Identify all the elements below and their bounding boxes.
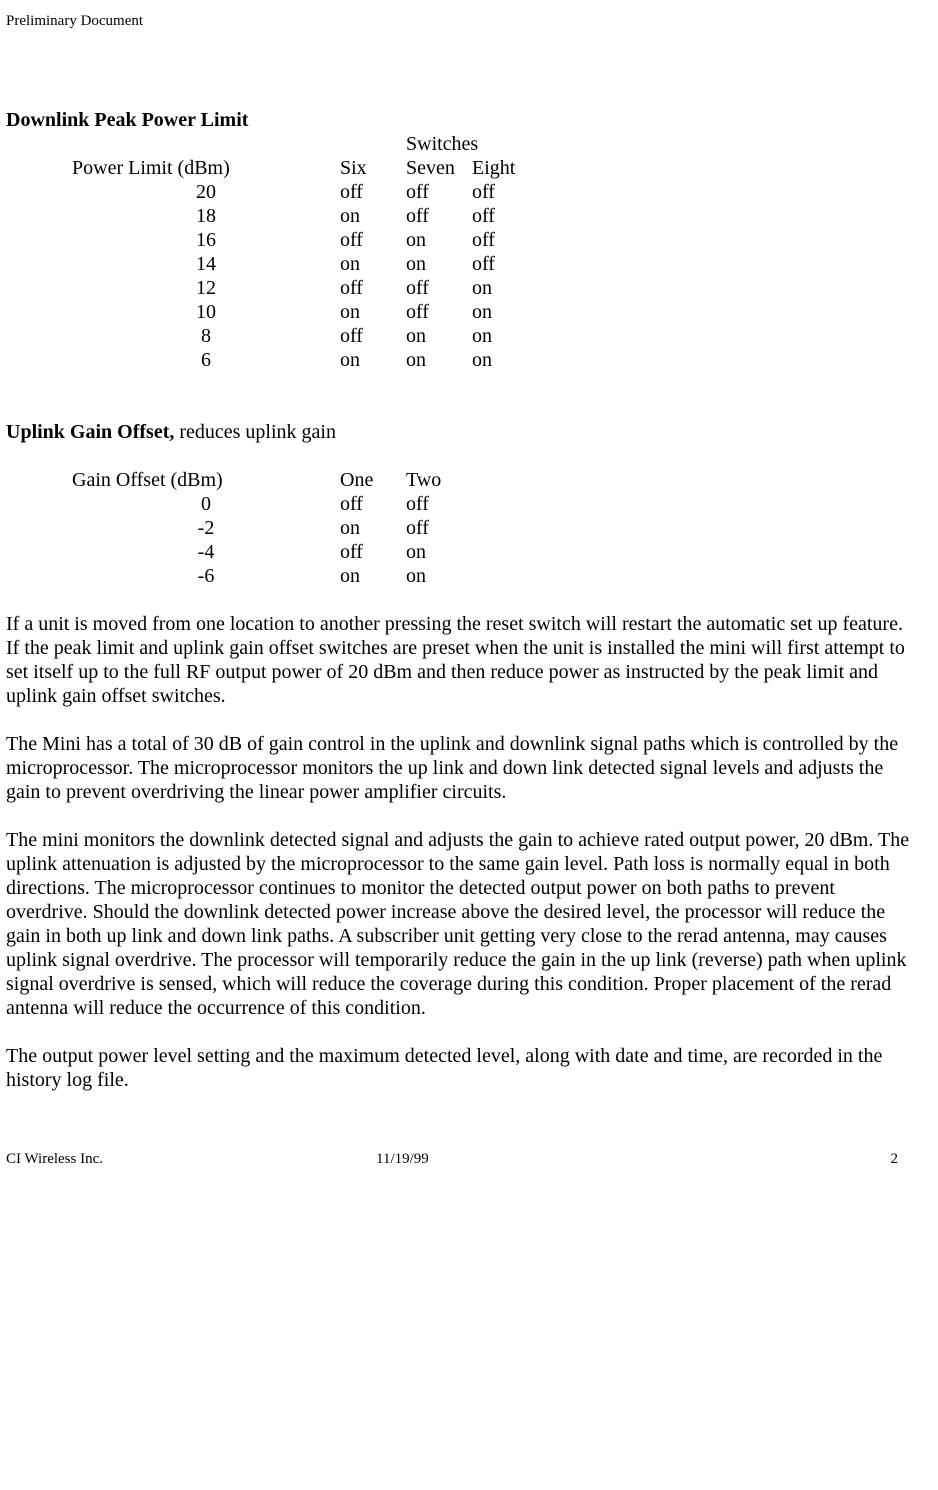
cell: on: [406, 348, 472, 372]
cell: 20: [72, 180, 340, 204]
table-row: 8offonon: [72, 324, 532, 348]
table-row: 0offoff: [72, 492, 472, 516]
col-six: Six: [340, 156, 406, 180]
section-uplink: Uplink Gain Offset, reduces uplink gain …: [6, 420, 928, 588]
col-seven: Seven: [406, 156, 472, 180]
table-row: 6ononon: [72, 348, 532, 372]
col-gain-offset: Gain Offset (dBm): [72, 468, 340, 492]
cell: on: [406, 228, 472, 252]
cell: on: [340, 252, 406, 276]
table-row: 14ononoff: [72, 252, 532, 276]
cell: off: [340, 324, 406, 348]
section-title: Uplink Gain Offset,: [6, 421, 174, 443]
footer-company: CI Wireless Inc.: [6, 1151, 103, 1167]
table-header: Gain Offset (dBm) One Two: [72, 468, 472, 492]
cell: on: [340, 564, 406, 588]
footer-date: 11/19/99: [376, 1150, 429, 1168]
cell: on: [406, 252, 472, 276]
cell: on: [472, 300, 532, 324]
cell: off: [406, 180, 472, 204]
cell: on: [340, 348, 406, 372]
cell: on: [340, 300, 406, 324]
table-row: 12offoffon: [72, 276, 532, 300]
cell: -4: [72, 540, 340, 564]
table-row: -2onoff: [72, 516, 472, 540]
section-title-rest: reduces uplink gain: [174, 421, 336, 443]
cell: off: [340, 492, 406, 516]
paragraph: If a unit is moved from one location to …: [6, 612, 918, 708]
col-eight: Eight: [472, 156, 532, 180]
cell: on: [406, 564, 472, 588]
cell: on: [472, 324, 532, 348]
cell: 18: [72, 204, 340, 228]
doc-footer: CI Wireless Inc. 11/19/99 2: [6, 1150, 928, 1168]
cell: off: [340, 276, 406, 300]
section-title: Downlink Peak Power Limit: [6, 109, 248, 131]
table-row: -4offon: [72, 540, 472, 564]
table-row: 20offoffoff: [72, 180, 532, 204]
col-power-limit: Power Limit (dBm): [72, 156, 340, 180]
cell: -2: [72, 516, 340, 540]
cell: 16: [72, 228, 340, 252]
cell: off: [406, 204, 472, 228]
table-row: -6onon: [72, 564, 472, 588]
cell: on: [472, 348, 532, 372]
cell: 10: [72, 300, 340, 324]
switches-label: Switches: [406, 133, 478, 155]
paragraph: The output power level setting and the m…: [6, 1044, 918, 1092]
table-row: 16offonoff: [72, 228, 532, 252]
col-two: Two: [406, 468, 472, 492]
cell: off: [340, 228, 406, 252]
cell: off: [472, 228, 532, 252]
cell: off: [406, 300, 472, 324]
doc-header: Preliminary Document: [6, 12, 928, 30]
cell: off: [406, 492, 472, 516]
cell: off: [472, 252, 532, 276]
cell: off: [406, 516, 472, 540]
uplink-table: Gain Offset (dBm) One Two 0offoff -2onof…: [72, 468, 472, 588]
paragraph: The Mini has a total of 30 dB of gain co…: [6, 732, 918, 804]
cell: on: [406, 540, 472, 564]
cell: off: [406, 276, 472, 300]
cell: on: [406, 324, 472, 348]
footer-page: 2: [891, 1150, 899, 1168]
cell: on: [340, 516, 406, 540]
cell: 14: [72, 252, 340, 276]
table-row: 18onoffoff: [72, 204, 532, 228]
cell: off: [472, 204, 532, 228]
cell: off: [472, 180, 532, 204]
cell: 8: [72, 324, 340, 348]
cell: off: [340, 180, 406, 204]
cell: off: [340, 540, 406, 564]
cell: on: [472, 276, 532, 300]
cell: 12: [72, 276, 340, 300]
table-row: 10onoffon: [72, 300, 532, 324]
paragraph: The mini monitors the downlink detected …: [6, 828, 918, 1020]
downlink-table: Power Limit (dBm) Six Seven Eight 20offo…: [72, 156, 532, 372]
cell: -6: [72, 564, 340, 588]
cell: on: [340, 204, 406, 228]
cell: 0: [72, 492, 340, 516]
section-downlink: Downlink Peak Power Limit Switches Power…: [6, 108, 928, 372]
cell: 6: [72, 348, 340, 372]
col-one: One: [340, 468, 406, 492]
table-header: Power Limit (dBm) Six Seven Eight: [72, 156, 532, 180]
